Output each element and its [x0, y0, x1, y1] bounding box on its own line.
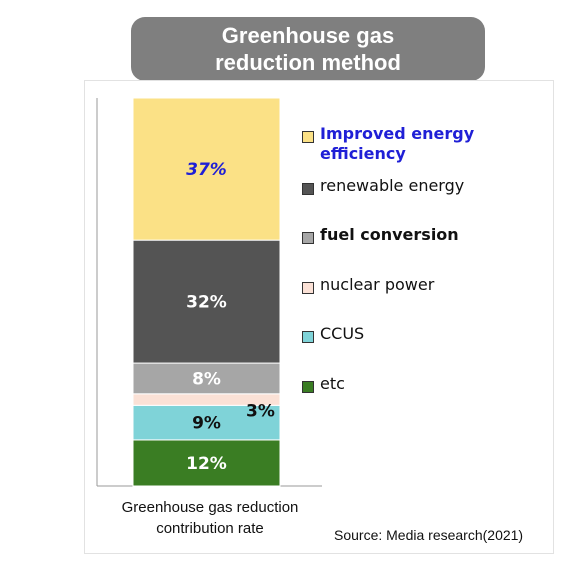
legend-swatch: [302, 282, 314, 294]
legend-label: CCUS: [320, 324, 364, 344]
data-label-renewable-energy: 32%: [186, 293, 227, 313]
legend-swatch: [302, 381, 314, 393]
legend-item: nuclear power: [302, 275, 434, 295]
legend-item: CCUS: [302, 324, 364, 344]
data-label-fuel-conversion: 8%: [192, 369, 221, 389]
legend-label: fuel conversion: [320, 225, 459, 245]
chart-title: Greenhouse gas reduction method: [131, 17, 485, 81]
bar-segments: 12% 9% 3% 8% 32% 37%: [132, 97, 281, 487]
legend-label: Improved energy efficiency: [320, 124, 474, 164]
legend-label-line: CCUS: [320, 324, 365, 343]
legend-label: renewable energy: [320, 176, 464, 196]
legend-item: etc: [302, 374, 345, 394]
bar-segment-etc: [132, 439, 281, 487]
x-axis-label: Greenhouse gas reduction contribution ra…: [100, 497, 320, 539]
data-label-improved-energy-efficiency: 37%: [186, 160, 227, 180]
legend-label-line: efficiency: [320, 144, 406, 163]
legend-swatch: [302, 232, 314, 244]
bar-segment-improved-energy-efficiency: [132, 97, 281, 241]
chart-title-line-2: reduction method: [215, 50, 401, 75]
legend-label-line: nuclear power: [320, 275, 435, 294]
data-label-ccus: 9%: [192, 414, 221, 434]
legend-item: fuel conversion: [302, 225, 459, 245]
bar-segment-ccus: [132, 404, 281, 441]
legend-item: Improved energy efficiency: [302, 124, 474, 164]
bar-segment-fuel-conversion: [132, 362, 281, 395]
bar-segment-renewable-energy: [132, 239, 281, 364]
legend-label-line: fuel conversion: [320, 225, 459, 244]
x-axis-label-line-2: contribution rate: [156, 520, 264, 537]
data-label-etc: 12%: [186, 454, 227, 474]
legend-swatch: [302, 131, 314, 143]
source-note: Source: Media research(2021): [334, 527, 524, 543]
legend-label-line: Improved energy: [320, 124, 475, 143]
chart-title-line-1: Greenhouse gas: [221, 23, 395, 48]
legend-label: nuclear power: [320, 275, 434, 295]
data-label-nuclear-power: 3%: [246, 401, 275, 421]
legend-swatch: [302, 183, 314, 195]
legend-label: etc: [320, 374, 345, 394]
legend-label-line: etc: [320, 374, 345, 393]
legend-label-line: renewable energy: [320, 176, 465, 195]
legend-swatch: [302, 331, 314, 343]
x-axis-label-line-1: Greenhouse gas reduction: [121, 499, 299, 516]
legend-item: renewable energy: [302, 176, 464, 196]
